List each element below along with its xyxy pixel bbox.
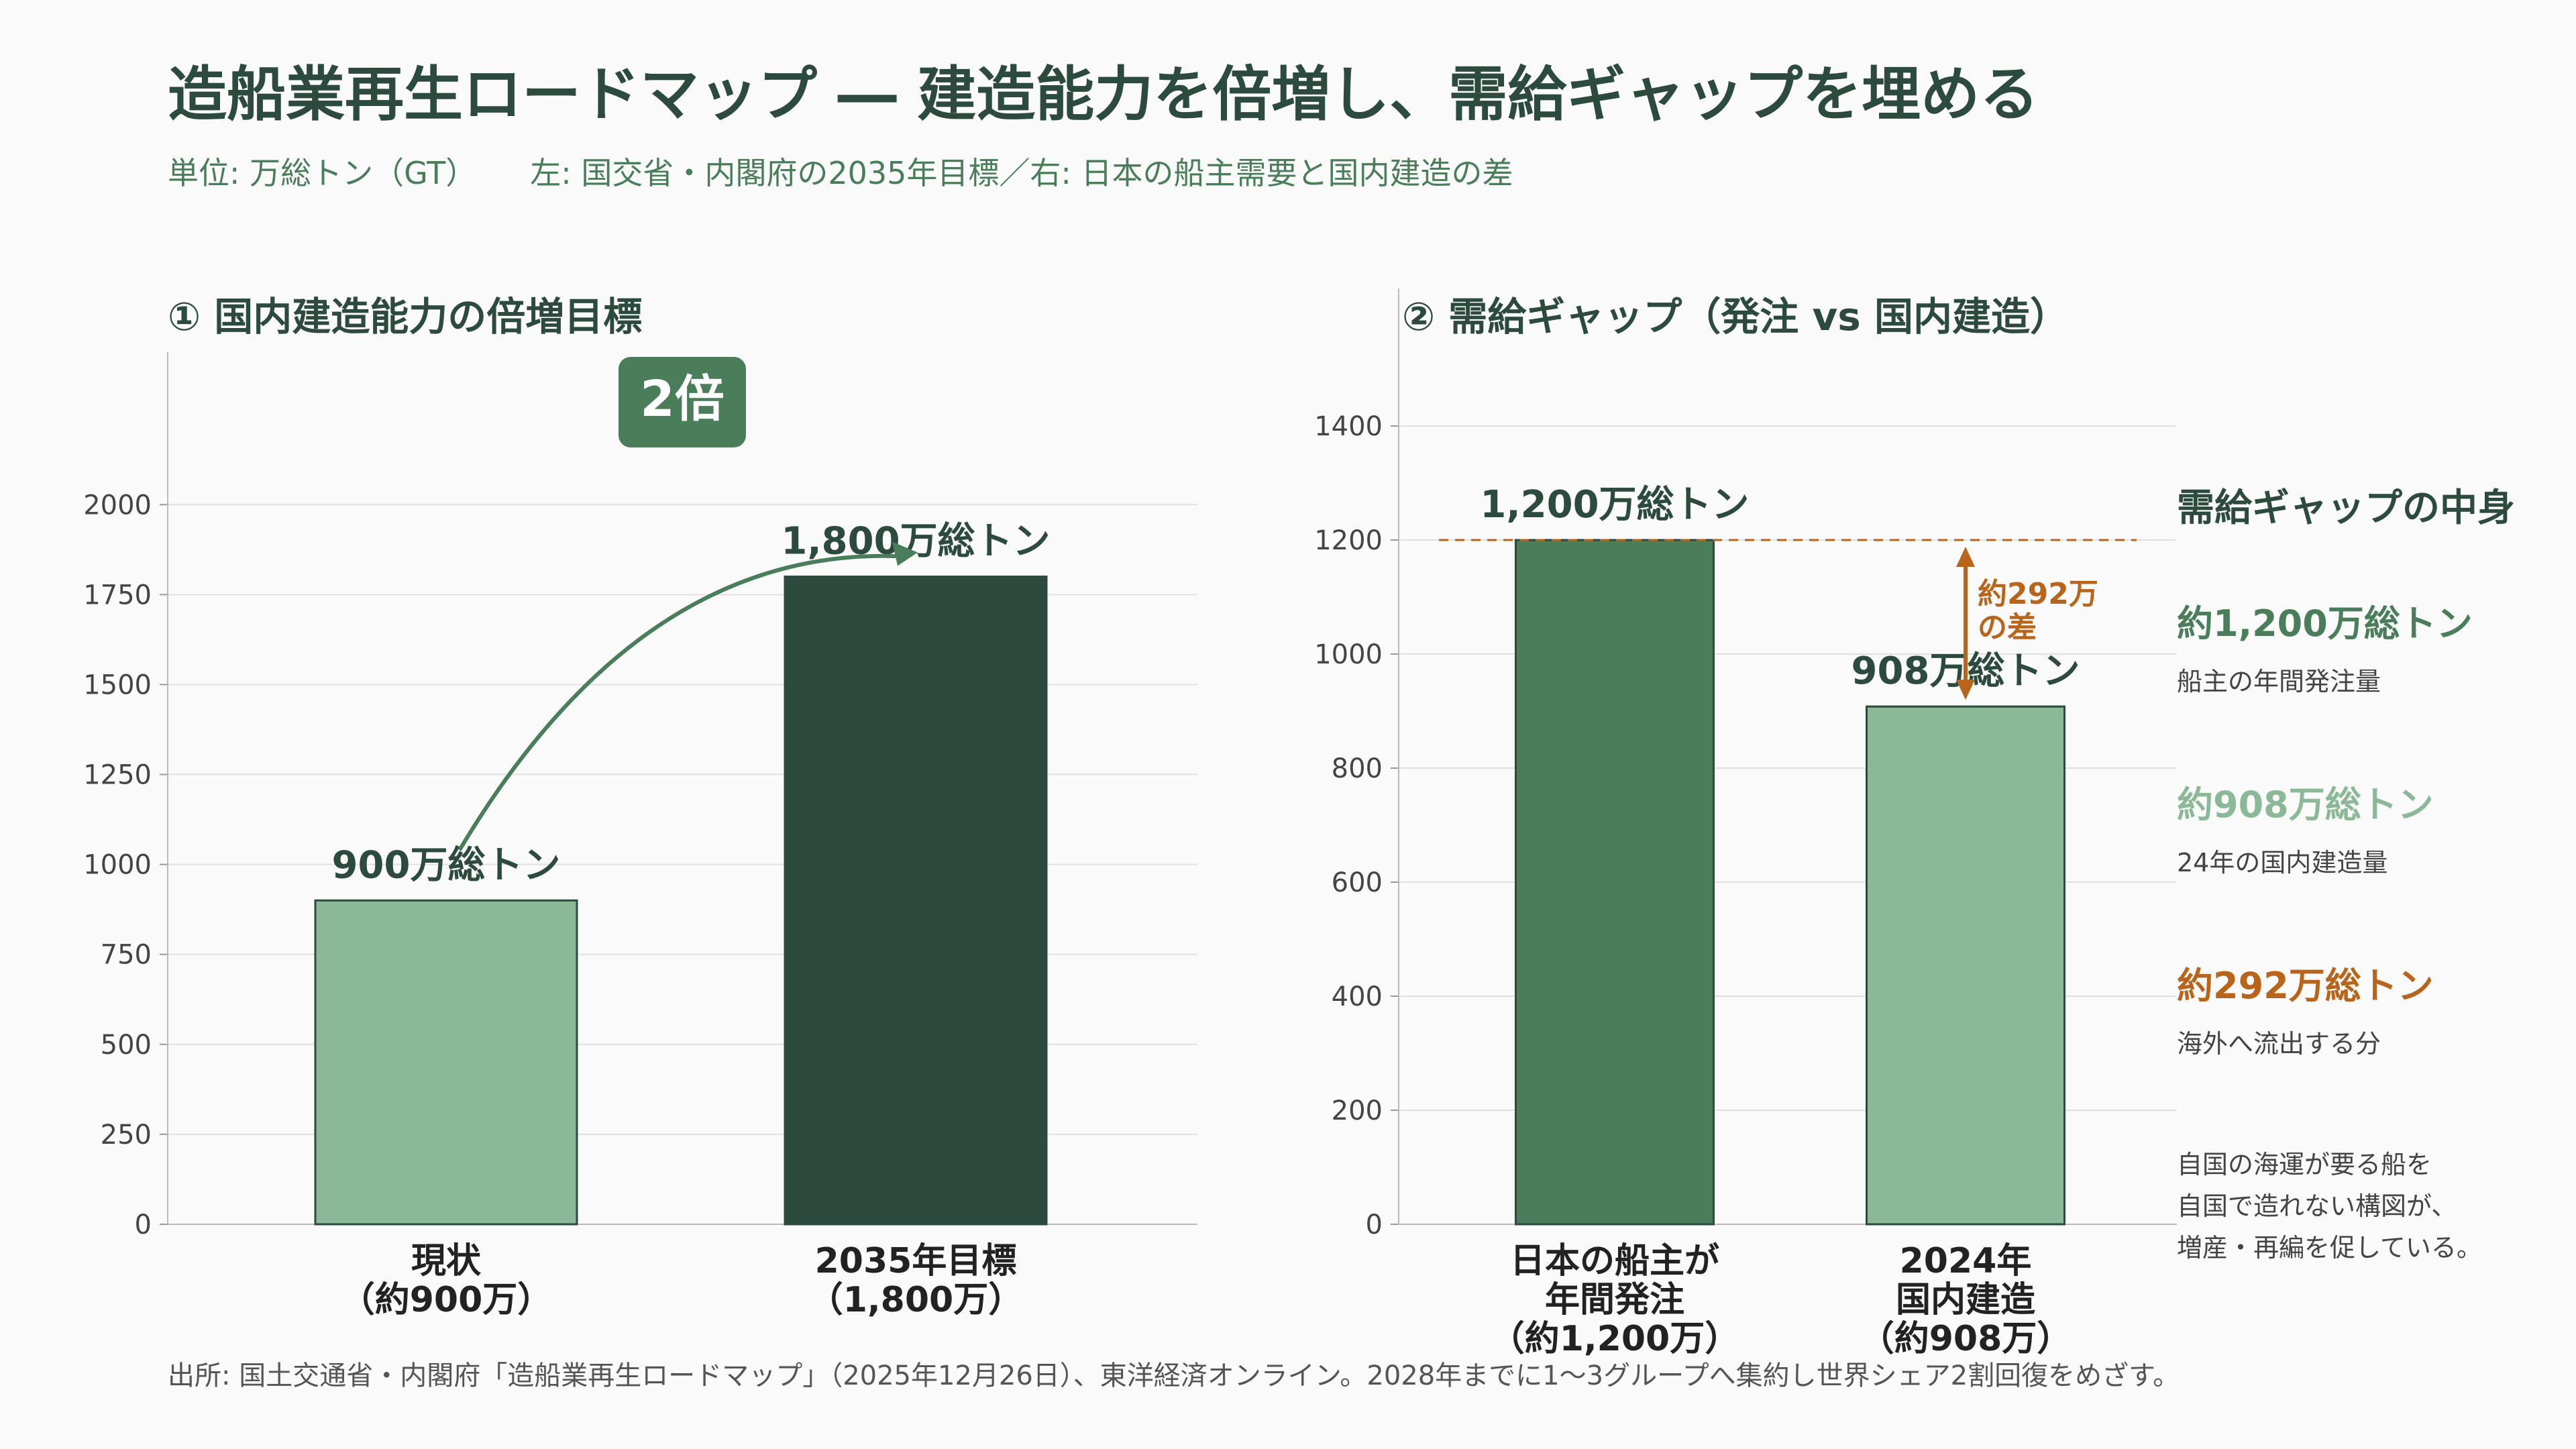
right-chart-title: ② 需給ギャップ（発注 vs 国内建造） [1402,294,2070,339]
page-title: 造船業再生ロードマップ ― 建造能力を倍増し、需給ギャップを埋める [168,60,2039,129]
gap-category-label: 日本の船主が年間発注（約1,200万） [1490,1241,1739,1359]
gap-data-label: 1,200万総トン [1480,483,1749,527]
doubling-badge-label: 2倍 [640,370,724,428]
gap-bar [1515,539,1715,1226]
gap-arrowhead-up [1956,547,1975,567]
capacity-bar [784,576,1048,1226]
side-item-build-desc: 24年の国内建造量 [2177,848,2388,877]
capacity-tick-label: 1750 [83,580,152,610]
side-item-build-value: 約908万総トン [2177,784,2434,826]
unit-note: 単位: 万総トン（GT） [168,155,477,191]
capacity-category-label: 現状（約900万） [340,1241,553,1320]
gap-tick-label: 1400 [1314,411,1383,442]
gap-tick-label: 600 [1332,867,1383,898]
left-chart-title: ① 国内建造能力の倍増目標 [168,294,643,339]
side-panel-note: 自国の海運が要る船を 自国で造れない構図が、 増産・再編を促している。 [2177,1150,2482,1263]
gap-arrowhead-down [1956,680,1975,700]
side-item-gap-desc: 海外へ流出する分 [2177,1029,2381,1059]
capacity-tick-label: 1250 [83,760,152,791]
gap-bar [1866,705,2065,1226]
side-item-gap-value: 約292万総トン [2177,965,2434,1007]
capacity-tick-label: 500 [101,1030,152,1061]
capacity-data-label: 1,800万総トン [781,520,1050,564]
doubling-badge [619,357,746,447]
page-subtitle: 単位: 万総トン（GT） 左: 国交省・内閣府の2035年目標／右: 日本の船主需… [168,149,1513,193]
side-panel-title: 需給ギャップの中身 [2177,486,2515,530]
side-item-order-value: 約1,200万総トン [2177,602,2473,645]
gap-tick-label: 1200 [1314,525,1383,556]
panel-description: 左: 国交省・内閣府の2035年目標／右: 日本の船主需要と国内建造の差 [530,155,1513,191]
gap-tick-label: 200 [1332,1095,1383,1126]
capacity-tick-label: 1500 [83,669,152,700]
doubling-arrowhead [892,541,918,566]
gap-tick-label: 400 [1332,981,1383,1012]
doubling-arrow [458,553,906,851]
gap-label: 約292万の差 [1978,577,2098,645]
capacity-tick-label: 0 [135,1210,152,1240]
capacity-tick-label: 1000 [83,850,152,881]
gap-tick-label: 0 [1366,1210,1383,1240]
gap-tick-label: 800 [1332,753,1383,784]
capacity-tick-label: 2000 [83,490,152,521]
capacity-category-label: 2035年目標（1,800万） [808,1241,1023,1320]
capacity-bar [314,899,578,1226]
capacity-data-label: 900万総トン [332,843,561,887]
side-item-order-desc: 船主の年間発注量 [2177,667,2381,696]
capacity-tick-label: 750 [101,940,152,971]
capacity-tick-label: 250 [101,1120,152,1150]
source-note: 出所: 国土交通省・内閣府「造船業再生ロードマップ」（2025年12月26日）、… [168,1360,2180,1391]
gap-tick-label: 1000 [1314,639,1383,670]
gap-category-label: 2024年国内建造（約908万） [1860,1241,2072,1359]
